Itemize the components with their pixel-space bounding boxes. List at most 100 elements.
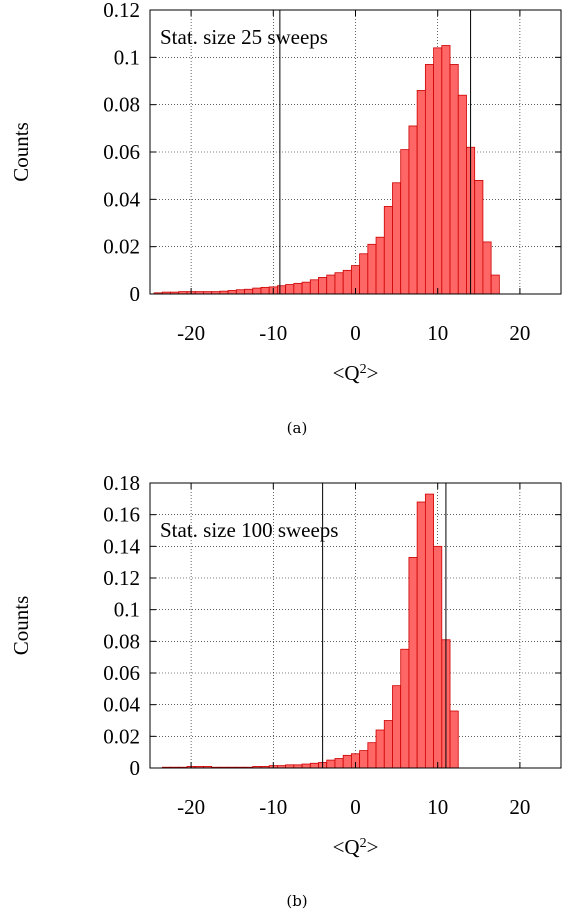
x-tick-label: 20 [509,795,530,819]
histogram-bar [309,762,319,769]
histogram-bar [490,274,500,295]
histogram-bar [433,47,443,295]
panel-a: -20 -10 0 10 20 0 0.02 0.04 0.06 0.08 0.1 0.12 Sta… [9,0,562,385]
panel-b: -20 -10 0 10 20 0 0.02 0.04 0.06 0.08 0.1 0.12 0.14… [9,471,562,859]
x-axis-label-main: <Q [333,361,360,385]
ytick-labels: 0 0.02 0.04 0.06 0.08 0.1 0.12 0.14 0.16 0.18 [103,471,140,780]
x-tick-label: 10 [427,321,448,345]
histogram-bar [400,149,410,295]
histogram-bar [334,758,344,769]
y-tick-label: 0.12 [103,566,140,590]
histogram-bar [342,269,352,295]
x-tick-label: 0 [350,795,361,819]
histogram-bar [392,182,402,295]
histogram-bar [449,64,459,295]
x-axis-label-main: <Q [333,835,360,859]
y-tick-label: 0.12 [103,0,140,22]
y-tick-label: 0.08 [103,93,140,117]
histogram-bar [383,206,393,295]
histogram-bar [482,241,492,295]
y-tick-label: 0.04 [103,693,140,717]
histogram-bar [400,648,410,769]
panel-caption-b: (b) [286,892,307,910]
histogram-bar [383,720,393,769]
x-axis-label: <Q2> [333,835,379,859]
histogram-bar [392,685,402,769]
vline-layer [279,10,472,294]
x-axis-label: <Q2> [333,361,379,385]
y-tick-label: 0 [130,756,141,780]
y-axis-label: Counts [9,596,33,656]
histogram-bar [375,236,385,295]
histogram-bar [367,742,377,769]
histogram-bar [309,279,319,295]
histogram-bar [285,284,295,295]
histogram-bar [359,750,369,769]
y-tick-label: 0.1 [114,598,140,622]
histogram-bar [301,281,311,295]
ticks-layer [150,9,561,295]
y-tick-label: 0.14 [103,534,140,558]
x-tick-label: 20 [509,321,530,345]
y-tick-label: 0.18 [103,471,140,495]
panel-caption-a: (a) [287,419,308,437]
histogram-bar [334,272,344,295]
histogram-bar [342,754,352,769]
ticks-layer [150,482,561,769]
ytick-labels: 0 0.02 0.04 0.06 0.08 0.1 0.12 [103,0,140,306]
histogram-bar [457,94,467,295]
histogram-bar [441,45,451,295]
y-tick-label: 0.02 [103,235,140,259]
histogram-bar [252,287,262,295]
histogram-bar [408,125,418,295]
histogram-bar [244,288,254,295]
y-tick-label: 0.08 [103,629,140,653]
x-tick-label: -20 [177,321,205,345]
x-axis-label-superscript: 2 [360,362,367,377]
histogram-bar [227,290,237,295]
x-axis-label-suffix: > [367,361,379,385]
x-axis-label-suffix: > [367,835,379,859]
xtick-labels: -20 -10 0 10 20 [177,321,530,345]
histogram-bar [449,710,459,769]
histogram-bar [474,179,484,295]
histogram-bar [301,763,311,769]
y-tick-label: 0.06 [103,140,140,164]
histogram-bar [235,289,245,295]
x-axis-label-superscript: 2 [360,836,367,851]
histogram-bar [408,557,418,769]
y-tick-label: 0 [130,282,141,306]
y-tick-label: 0.1 [114,45,140,69]
histogram-bar [416,501,426,769]
y-tick-label: 0.02 [103,724,140,748]
histogram-bar [367,243,377,295]
y-tick-label: 0.04 [103,187,140,211]
histogram-bar [375,729,385,769]
x-tick-label: -10 [259,321,287,345]
histogram-bar [293,282,303,295]
histogram-bar [326,274,336,295]
x-tick-label: 10 [427,795,448,819]
x-tick-label: -10 [259,795,287,819]
histogram-bar [277,285,287,295]
histogram-bar [318,277,328,295]
x-tick-label: 0 [350,321,361,345]
histogram-bar [326,759,336,769]
histogram-bar [424,64,434,295]
vline-layer [322,483,447,768]
y-tick-label: 0.16 [103,503,140,527]
stat-size-annotation: Stat. size 100 sweeps [160,518,338,542]
y-tick-label: 0.06 [103,661,140,685]
histogram-bar [424,493,434,769]
histogram-bar [416,90,426,295]
stat-size-annotation: Stat. size 25 sweeps [160,25,328,49]
xtick-labels: -20 -10 0 10 20 [177,795,530,819]
histogram-bar [359,253,369,295]
y-axis-label: Counts [9,122,33,182]
x-tick-label: -20 [177,795,205,819]
histogram-bar [433,545,443,769]
histogram-bar [260,286,270,295]
bars-layer [153,45,500,295]
